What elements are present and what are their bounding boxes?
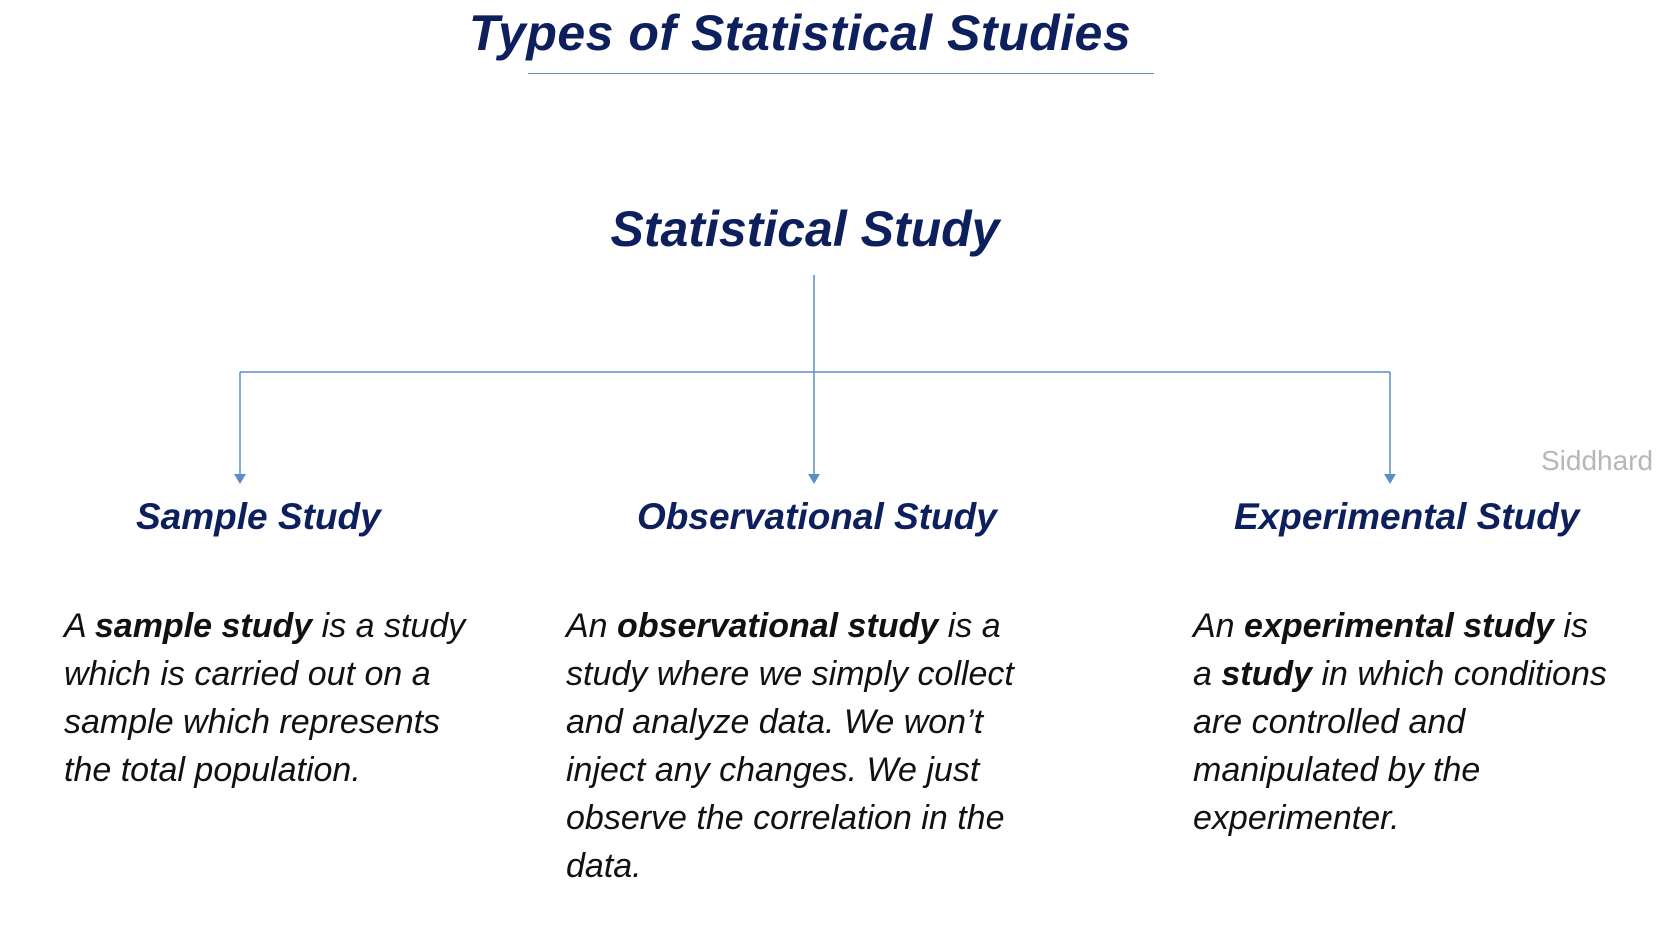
watermark-text: Siddhard	[1541, 445, 1654, 476]
description-line: a study in which conditions	[1193, 655, 1607, 693]
page-title: Types of Statistical Studies	[468, 5, 1132, 61]
description-line: data.	[566, 847, 642, 885]
root-node-label: Statistical Study	[610, 201, 1000, 257]
description-line: An experimental study is	[1193, 607, 1588, 645]
key-term: study	[1221, 655, 1313, 693]
description-line: An observational study is a	[566, 607, 1001, 645]
description-line: sample which represents	[64, 703, 441, 741]
description-line: study where we simply collect	[566, 655, 1014, 693]
arrowhead-experimental	[1384, 474, 1396, 484]
node-heading-experimental-study: Experimental Study	[1234, 496, 1580, 537]
description-line: inject any changes. We just	[566, 751, 980, 789]
description-experimental-study: An experimental study is a study in whic…	[1193, 602, 1607, 842]
description-line: experimenter.	[1193, 799, 1400, 837]
arrowhead-observational	[808, 474, 820, 484]
node-heading-sample-study: Sample Study	[136, 496, 381, 537]
node-heading-observational-study: Observational Study	[637, 496, 997, 537]
key-term: experimental study	[1244, 607, 1554, 645]
arrowhead-sample	[234, 474, 246, 484]
title-underline	[528, 73, 1154, 74]
key-term: observational study	[617, 607, 939, 645]
description-line: observe the correlation in the	[566, 799, 1005, 837]
description-line: and analyze data. We won’t	[566, 703, 984, 741]
key-term: sample study	[94, 607, 313, 645]
description-line: which is carried out on a	[64, 655, 431, 693]
description-line: are controlled and	[1193, 703, 1466, 741]
description-line: A sample study is a study	[64, 607, 466, 645]
description-observational-study: An observational study is a study where …	[566, 602, 1014, 890]
description-line: manipulated by the	[1193, 751, 1481, 789]
description-line: the total population.	[64, 751, 361, 789]
description-sample-study: A sample study is a study which is carri…	[64, 602, 465, 794]
